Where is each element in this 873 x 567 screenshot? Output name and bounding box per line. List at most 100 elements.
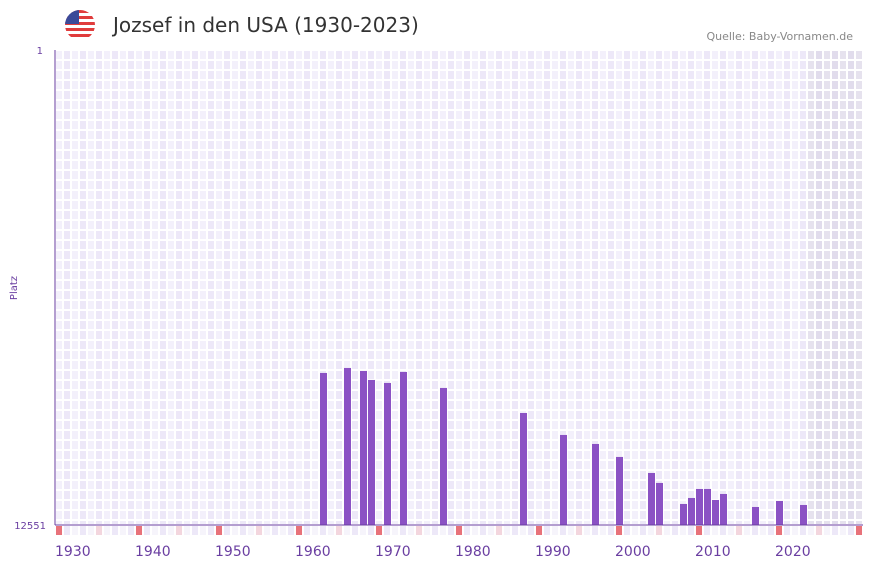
grid-cell [496,491,502,499]
grid-cell [832,451,838,459]
grid-cell [440,341,446,349]
bar-2011[interactable] [704,488,711,525]
grid-cell [712,321,718,329]
grid-cell [536,241,542,249]
bar-2000[interactable] [616,456,623,525]
grid-cell [224,141,230,149]
grid-cell [848,411,854,419]
grid-cell [80,391,86,399]
grid-cell [424,271,430,279]
grid-cell [856,441,862,449]
grid-cell [208,491,214,499]
bar-1968[interactable] [360,370,367,525]
grid-cell [248,481,254,489]
grid-cell [464,131,470,139]
grid-cell [136,421,142,429]
grid-cell [120,391,126,399]
bar-2004[interactable] [648,472,655,525]
grid-cell [88,71,94,79]
bar-2017[interactable] [752,506,759,525]
grid-cell [248,441,254,449]
grid-cell [688,321,694,329]
bar-2013[interactable] [720,493,727,525]
grid-cell [664,171,670,179]
bar-1978[interactable] [440,387,447,525]
grid-cell [64,481,70,489]
bar-2020[interactable] [776,500,783,525]
bar-1971[interactable] [384,382,391,525]
grid-cell [432,411,438,419]
grid-cell [256,501,262,509]
grid-cell [240,371,246,379]
grid-cell [760,331,766,339]
grid-cell [472,201,478,209]
grid-cell [104,321,110,329]
grid-cell [160,511,166,519]
bar-2009[interactable] [688,497,695,525]
grid-cell [224,291,230,299]
grid-cell [536,441,542,449]
grid-cell [384,261,390,269]
grid-cell [472,371,478,379]
grid-cell [584,371,590,379]
grid-cell [400,351,406,359]
grid-cell [392,491,398,499]
grid-cell [208,301,214,309]
grid-cell [552,201,558,209]
grid-cell [384,131,390,139]
bar-1993[interactable] [560,434,567,525]
bar-2023[interactable] [800,504,807,525]
grid-cell [616,121,622,129]
grid-cell [408,61,414,69]
grid-cell [776,211,782,219]
grid-cell [560,231,566,239]
grid-cell [600,441,606,449]
bar-1973[interactable] [400,371,407,525]
bar-1969[interactable] [368,379,375,525]
grid-cell [104,511,110,519]
bar-1988[interactable] [520,412,527,525]
grid-cell [552,481,558,489]
bar-1963[interactable] [320,372,327,525]
grid-cell [576,401,582,409]
grid-cell [848,161,854,169]
grid-cell [152,521,158,524]
grid-cell [448,391,454,399]
grid-cell [704,281,710,289]
grid-cell [304,191,310,199]
grid-cell [272,121,278,129]
bar-2010[interactable] [696,488,703,525]
bar-1966[interactable] [344,367,351,525]
grid-cell [712,461,718,469]
grid-cell [264,91,270,99]
grid-cell [600,211,606,219]
grid-cell [456,501,462,509]
grid-cell [64,151,70,159]
bar-1997[interactable] [592,443,599,525]
grid-cell [824,101,830,109]
grid-cell [456,411,462,419]
bar-2008[interactable] [680,503,687,525]
grid-cell [832,421,838,429]
grid-cell [720,61,726,69]
grid-cell [656,431,662,439]
grid-cell [424,311,430,319]
grid-cell [80,461,86,469]
grid-cell [648,431,654,439]
grid-cell [480,321,486,329]
grid-cell [296,331,302,339]
grid-cell [856,461,862,469]
bar-2005[interactable] [656,482,663,525]
grid-cell [432,241,438,249]
grid-cell [760,161,766,169]
grid-cell [240,121,246,129]
grid-cell [224,271,230,279]
grid-cell [408,501,414,509]
grid-cell [656,411,662,419]
bar-2012[interactable] [712,499,719,525]
grid-cell [672,251,678,259]
grid-cell [504,301,510,309]
grid-cell [384,81,390,89]
source-link[interactable]: Quelle: Baby-Vornamen.de [706,30,853,43]
grid-cell [144,481,150,489]
